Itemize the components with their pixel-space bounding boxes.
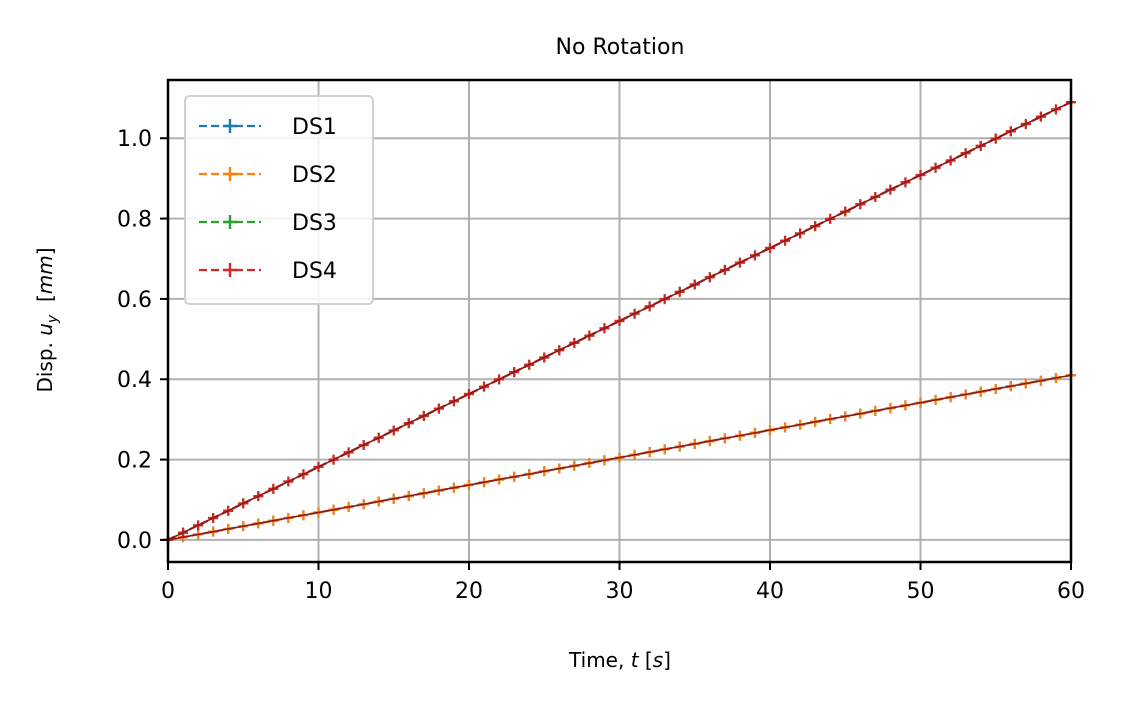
legend-marker — [223, 263, 237, 277]
legend-box — [184, 95, 374, 305]
chart-title: No Rotation — [556, 35, 685, 60]
reference-line — [167, 374, 1072, 541]
legend-label: DS3 — [292, 211, 337, 236]
x-tick-label: 20 — [455, 579, 483, 604]
y-axis: 0.0 0.2 0.4 0.6 0.8 1.0 — [117, 127, 168, 554]
y-tick-label: 1.0 — [117, 127, 152, 152]
x-tick-label: 0 — [161, 579, 175, 604]
legend-marker — [223, 119, 237, 133]
legend-item-ds2: DS2 — [199, 163, 337, 188]
legend-label: DS2 — [292, 163, 337, 188]
reference-line — [167, 101, 1072, 541]
legend-item-ds1: DS1 — [199, 115, 337, 140]
x-tick-label: 10 — [305, 579, 333, 604]
y-axis-label: Disp. uy [mm] — [33, 247, 61, 392]
legend-item-ds4: DS4 — [199, 259, 337, 284]
y-tick-label: 0.4 — [117, 368, 152, 393]
reference-lines — [167, 101, 1072, 541]
legend-marker — [223, 215, 237, 229]
x-axis: 0 10 20 30 40 50 60 — [161, 562, 1085, 604]
y-tick-label: 0.6 — [117, 288, 152, 313]
y-tick-label: 0.0 — [117, 529, 152, 554]
grid — [167, 80, 1072, 562]
y-tick-label: 0.8 — [117, 208, 152, 233]
y-tick-label: 0.2 — [117, 449, 152, 474]
x-tick-label: 30 — [606, 579, 634, 604]
x-tick-label: 50 — [907, 579, 935, 604]
x-tick-label: 60 — [1057, 579, 1085, 604]
x-axis-label: Time, t [s] — [568, 648, 671, 672]
legend-label: DS1 — [292, 115, 337, 140]
x-tick-label: 40 — [756, 579, 784, 604]
legend-item-ds3: DS3 — [199, 211, 337, 236]
legend-label: DS4 — [292, 259, 337, 284]
legend-marker — [223, 167, 237, 181]
legend: DS1 DS2 DS3 DS4 — [184, 95, 374, 305]
